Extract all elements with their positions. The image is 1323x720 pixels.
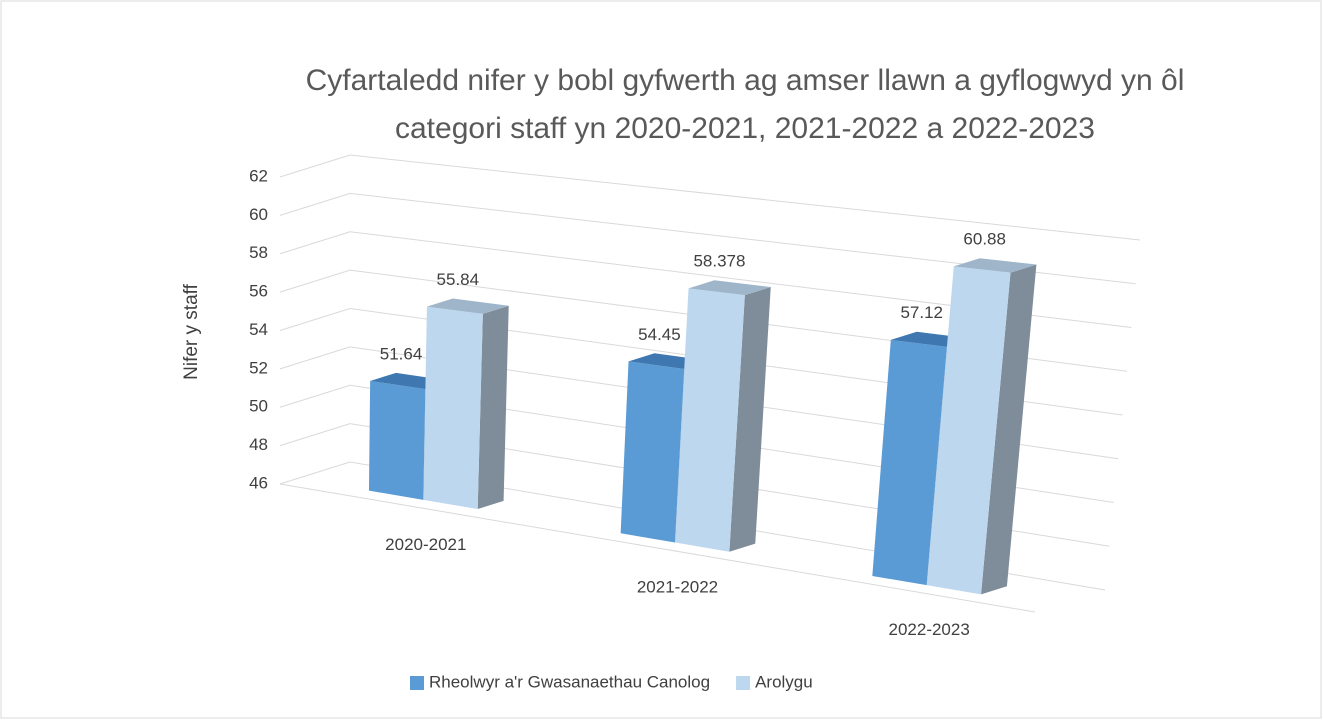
data-label: 58.378	[693, 252, 745, 271]
bar-side	[729, 287, 771, 552]
y-tick-label: 60	[249, 205, 268, 224]
data-label: 54.45	[638, 325, 681, 344]
grid-line	[279, 192, 1136, 285]
bar-side	[981, 264, 1037, 595]
y-tick-label: 58	[249, 243, 268, 262]
grid-line	[279, 461, 1106, 591]
y-tick-label: 62	[249, 166, 268, 185]
data-label: 57.12	[900, 303, 943, 322]
bar	[926, 258, 1037, 595]
legend-swatch	[736, 676, 751, 690]
y-tick-label: 48	[249, 435, 268, 454]
bar-side	[477, 305, 509, 510]
legend-swatch	[410, 676, 424, 690]
data-label: 51.64	[380, 344, 423, 363]
chart-title: Cyfartaledd nifer y bobl gyfwerth ag ams…	[306, 64, 1185, 97]
x-tick-label: 2021-2022	[637, 577, 718, 596]
bar-front	[675, 288, 745, 552]
x-tick-label: 2020-2021	[385, 535, 466, 554]
grid-line	[279, 231, 1132, 328]
bar-top	[953, 258, 1037, 273]
grid-line	[279, 269, 1127, 372]
y-tick-label: 54	[249, 320, 268, 339]
grid-line	[279, 307, 1123, 416]
bar	[675, 280, 771, 552]
bar-front	[926, 266, 1011, 595]
y-tick-label: 52	[249, 358, 268, 377]
grid-line	[279, 423, 1110, 547]
y-tick-label: 56	[249, 282, 268, 301]
data-label: 55.84	[437, 270, 480, 289]
bar-top	[426, 298, 509, 314]
legend-label: Rheolwyr a'r Gwasanaethau Canolog	[429, 672, 710, 691]
bar-front	[423, 306, 483, 510]
y-axis-label: Nifer y staff	[181, 283, 202, 379]
y-tick-label: 46	[249, 473, 268, 492]
data-label: 60.88	[963, 230, 1006, 249]
bar	[423, 298, 509, 510]
y-tick-label: 50	[249, 397, 268, 416]
floor-edge	[279, 483, 1036, 613]
bar-front	[872, 339, 947, 586]
bar-front	[368, 380, 426, 500]
bar-front	[620, 361, 685, 543]
x-tick-label: 2022-2023	[889, 620, 970, 639]
grid-line	[279, 384, 1114, 503]
chart-title: categori staff yn 2020-2021, 2021-2022 a…	[395, 112, 1095, 145]
legend-label: Arolygu	[755, 672, 813, 691]
bar-top	[688, 280, 771, 296]
grid-line	[279, 154, 1141, 241]
grid-line	[279, 346, 1119, 460]
